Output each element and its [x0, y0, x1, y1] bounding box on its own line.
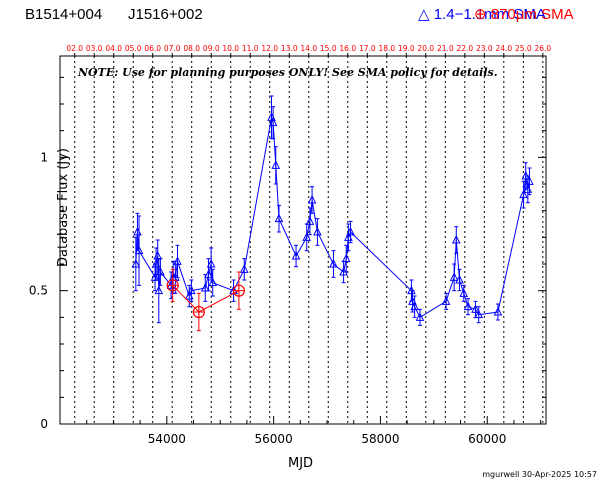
data-point-triangle — [204, 269, 213, 279]
legend-red-label: 870μm SMA — [490, 6, 574, 23]
top-tick-label: 04.0 — [105, 44, 122, 53]
x-axis-label: MJD — [288, 456, 314, 471]
top-tick-label: 23.0 — [476, 44, 493, 53]
data-point-triangle — [329, 258, 338, 268]
top-tick-label: 18.0 — [378, 44, 395, 53]
data-point-triangle — [200, 282, 210, 292]
planning-note: NOTE: Use for planning purposes ONLY! Se… — [78, 66, 498, 79]
top-tick-label: 09.0 — [203, 44, 220, 53]
top-tick-label: 21.0 — [437, 44, 454, 53]
legend-blue-label: 1.4−1.1mm SMA — [433, 6, 546, 23]
data-point-triangle — [449, 272, 459, 281]
top-tick-label: 22.0 — [456, 44, 473, 53]
data-point-triangle — [302, 232, 312, 241]
data-point-triangle — [187, 285, 196, 295]
data-point-triangle — [410, 301, 419, 311]
series-line-0 — [135, 117, 530, 319]
top-tick-label: 06.0 — [144, 44, 161, 53]
legend-triangle-icon: △ — [418, 6, 430, 23]
data-point-triangle — [134, 245, 144, 255]
y-tick-label: 1 — [40, 150, 48, 164]
y-tick-label: 0.5 — [29, 284, 48, 298]
data-point-triangle — [455, 274, 464, 284]
top-tick-label: 13.0 — [281, 44, 298, 53]
top-tick-label: 14.0 — [300, 44, 317, 53]
data-point-triangle — [519, 189, 528, 199]
top-tick-label: 03.0 — [86, 44, 103, 53]
y-axis-label: Database Flux (Jy) — [56, 148, 71, 267]
top-tick-label: 11.0 — [242, 44, 259, 53]
data-point-triangle — [471, 304, 480, 313]
x-tick-label: 56000 — [255, 432, 293, 446]
top-tick-label: 12.0 — [261, 44, 278, 53]
data-point-triangle — [313, 226, 322, 236]
data-point-triangle — [173, 256, 182, 265]
top-tick-label: 24.0 — [495, 44, 512, 53]
data-point-triangle — [346, 226, 355, 236]
x-tick-label: 58000 — [361, 432, 399, 446]
data-point-triangle — [307, 194, 317, 204]
data-point-triangle — [441, 296, 451, 305]
top-tick-label: 07.0 — [164, 44, 181, 53]
data-point-triangle — [239, 264, 249, 273]
top-tick-label: 08.0 — [183, 44, 200, 53]
top-tick-label: 02.0 — [66, 44, 83, 53]
data-point-triangle — [154, 285, 164, 295]
data-point-triangle — [415, 312, 425, 321]
data-point-triangle — [305, 216, 315, 225]
top-tick-label: 17.0 — [359, 44, 376, 53]
data-point-triangle — [274, 213, 284, 223]
y-tick-label: 0 — [40, 417, 48, 431]
top-tick-label: 16.0 — [339, 44, 356, 53]
data-point-triangle — [271, 160, 281, 169]
data-point-triangle — [493, 306, 503, 316]
legend-red: ⊕ 870μm SMA — [474, 6, 574, 24]
legend-blue: △ 1.4−1.1mm SMA — [418, 6, 546, 24]
data-point-triangle — [156, 266, 165, 276]
top-tick-label: 15.0 — [320, 44, 337, 53]
legend-circle-plus-icon: ⊕ — [474, 6, 487, 23]
x-tick-label: 54000 — [148, 432, 186, 446]
data-point-triangle — [474, 309, 484, 319]
data-point-triangle — [206, 258, 216, 268]
top-tick-label: 05.0 — [125, 44, 142, 53]
plot-frame — [59, 55, 547, 425]
x-tick-label: 60000 — [468, 432, 506, 446]
data-point-triangle — [459, 288, 469, 297]
data-point-triangle — [291, 250, 301, 260]
footer-credit: mgurwell 30-Apr-2025 10:57 — [482, 470, 597, 479]
top-tick-label: 20.0 — [417, 44, 434, 53]
top-tick-label: 19.0 — [398, 44, 415, 53]
data-point-triangle — [341, 253, 351, 263]
top-tick-label: 25.0 — [515, 44, 532, 53]
data-point-triangle — [451, 234, 461, 244]
data-point-triangle — [463, 301, 473, 311]
top-tick-label: 10.0 — [222, 44, 239, 53]
source-name: B1514+004 — [25, 6, 103, 23]
data-point-triangle — [525, 176, 534, 185]
data-point-triangle — [268, 117, 278, 127]
alt-name: J1516+002 — [128, 6, 203, 23]
top-tick-label: 26.0 — [534, 44, 551, 53]
data-point-triangle — [208, 277, 218, 287]
data-point-triangle — [131, 258, 141, 268]
